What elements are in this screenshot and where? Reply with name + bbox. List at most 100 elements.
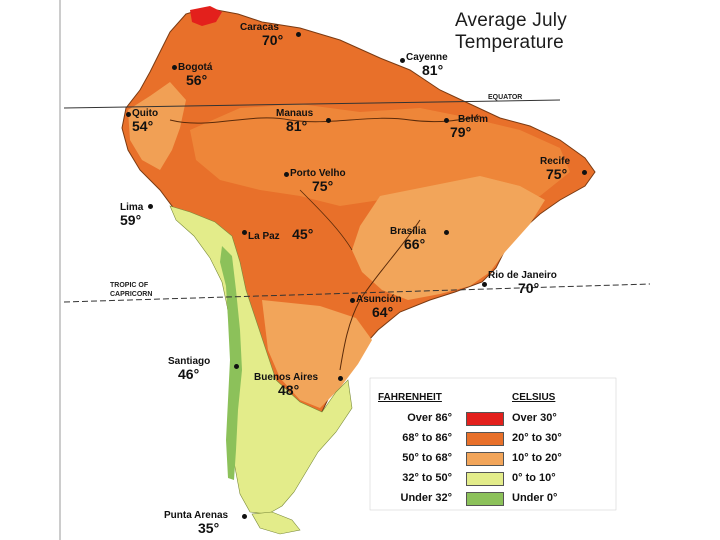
city-asuncion: Asunción 64° <box>356 294 402 320</box>
city-temp: 54° <box>132 118 154 134</box>
city-temp: 81° <box>286 118 308 134</box>
city-temp: 56° <box>186 72 208 88</box>
city-dot <box>296 32 301 37</box>
legend-swatch <box>466 432 504 446</box>
legend-row: 50° to 68° 10° to 20° <box>378 450 598 468</box>
northwest-highlands-region <box>128 82 186 170</box>
amazon-river <box>169 115 481 124</box>
tierra-del-fuego <box>251 511 301 535</box>
southern-cone-region <box>262 300 372 408</box>
city-temp: 64° <box>372 304 394 320</box>
city-santiago: Santiago 46° <box>168 356 210 382</box>
equator-label: EQUATOR <box>488 94 523 101</box>
legend-row: Over 86° Over 30° <box>378 410 598 428</box>
city-name: Asunción <box>356 294 402 305</box>
city-name: Belém <box>458 114 489 125</box>
legend-fahrenheit-heading: FAHRENHEIT <box>378 392 442 403</box>
city-temp: 75° <box>312 178 334 194</box>
city-manaus: Manaus 81° <box>276 108 313 134</box>
legend-fahrenheit-range: 50° to 68° <box>402 452 452 464</box>
legend-fahrenheit-range: 32° to 50° <box>402 472 452 484</box>
city-temp: 79° <box>450 124 472 140</box>
city-lima: Lima 59° <box>120 202 143 228</box>
legend-swatch <box>466 492 504 506</box>
city-dot <box>242 514 247 519</box>
legend-celsius-range: Over 30° <box>512 412 557 424</box>
city-buenos-aires: Buenos Aires 48° <box>254 372 318 398</box>
city-dot <box>338 376 343 381</box>
tropic-line <box>63 283 651 303</box>
city-dot <box>400 58 405 63</box>
city-porto-velho: Porto Velho 75° <box>290 168 346 194</box>
city-dot <box>242 230 247 235</box>
city-temp: 81° <box>422 62 444 78</box>
city-dot <box>444 230 449 235</box>
city-dot <box>326 118 331 123</box>
city-caracas: Caracas 70° <box>240 22 283 48</box>
equator-line <box>63 99 561 109</box>
city-name: Porto Velho <box>290 168 346 179</box>
legend-fahrenheit-range: Under 32° <box>400 492 452 504</box>
legend-celsius-range: 0° to 10° <box>512 472 556 484</box>
city-name: Punta Arenas <box>164 510 229 521</box>
city-belem: Belém 79° <box>450 114 488 140</box>
map-title-line-1: Average July <box>455 10 567 31</box>
city-name: Santiago <box>168 356 211 367</box>
city-punta-arenas: Punta Arenas 35° <box>164 510 228 536</box>
legend-swatch <box>466 412 504 426</box>
river-branch <box>299 189 353 251</box>
city-temp: 70° <box>518 280 540 296</box>
city-name: La Paz <box>248 231 280 242</box>
legend-row: Under 32° Under 0° <box>378 490 598 508</box>
city-dot <box>234 364 239 369</box>
city-dot <box>148 204 153 209</box>
legend-swatch <box>466 472 504 486</box>
city-la-paz: La Paz 45° <box>248 226 313 244</box>
city-dot <box>582 170 587 175</box>
city-cayenne: Cayenne 81° <box>406 52 448 78</box>
city-dot <box>172 65 177 70</box>
city-temp: 45° <box>292 226 314 242</box>
city-brasilia: Brasília 66° <box>390 226 426 252</box>
city-name: Caracas <box>240 22 279 33</box>
legend-celsius-range: 20° to 30° <box>512 432 562 444</box>
city-name: Buenos Aires <box>254 372 319 383</box>
city-temp: 48° <box>278 382 300 398</box>
city-name: Brasília <box>390 226 427 237</box>
city-temp: 46° <box>178 366 200 382</box>
map-title-line-2: Temperature <box>455 32 564 53</box>
city-dot <box>126 112 131 117</box>
city-name: Manaus <box>276 108 314 119</box>
city-dot <box>482 282 487 287</box>
city-name: Bogotá <box>178 62 213 73</box>
legend-fahrenheit-range: Over 86° <box>407 412 452 424</box>
legend-row: 32° to 50° 0° to 10° <box>378 470 598 488</box>
city-name: Lima <box>120 202 144 213</box>
city-temp: 35° <box>198 520 220 536</box>
legend-fahrenheit-range: 68° to 86° <box>402 432 452 444</box>
city-name: Rio de Janeiro <box>488 270 557 281</box>
tropic-label-line-2: CAPRICORN <box>110 291 153 298</box>
city-temp: 75° <box>546 166 568 182</box>
legend-celsius-range: 10° to 20° <box>512 452 562 464</box>
legend-celsius-range: Under 0° <box>512 492 558 504</box>
tropic-label-line-1: TROPIC OF <box>110 282 149 289</box>
city-recife: Recife 75° <box>540 156 570 182</box>
city-dot <box>284 172 289 177</box>
city-dot <box>444 118 449 123</box>
city-dot <box>350 298 355 303</box>
legend-celsius-heading: CELSIUS <box>512 392 556 403</box>
cold-andes-region <box>220 246 242 480</box>
legend-row: 68° to 86° 20° to 30° <box>378 430 598 448</box>
city-name: Quito <box>132 108 159 119</box>
very-hot-region <box>190 6 222 26</box>
city-temp: 70° <box>262 32 284 48</box>
city-rio: Rio de Janeiro 70° <box>488 270 557 296</box>
city-name: Cayenne <box>406 52 448 63</box>
parana-river <box>339 219 421 371</box>
city-name: Recife <box>540 156 571 167</box>
city-temp: 66° <box>404 236 426 252</box>
city-bogota: Bogotá 56° <box>178 62 212 88</box>
